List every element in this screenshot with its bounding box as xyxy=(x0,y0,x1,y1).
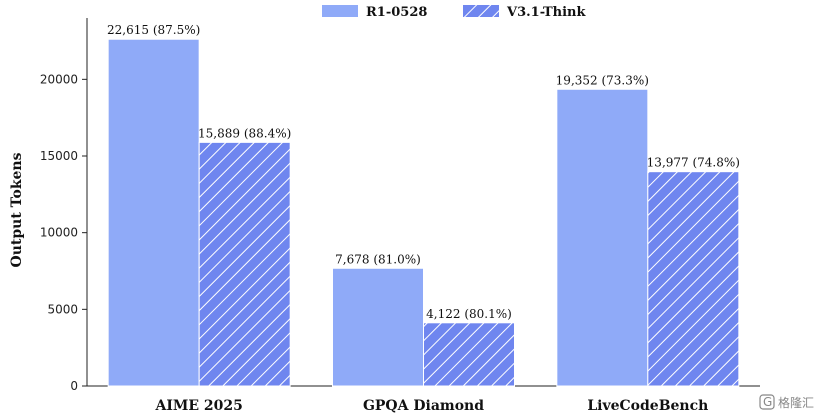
bar-data-label: 22,615 (87.5%) xyxy=(107,23,200,37)
x-category-label: AIME 2025 xyxy=(154,398,242,414)
bar-r1-1 xyxy=(332,267,424,387)
legend-label-r1: R1-0528 xyxy=(366,5,427,20)
bar-v31-2 xyxy=(647,171,740,387)
watermark-logo-letter: G xyxy=(763,395,772,409)
y-tick-label: 10000 xyxy=(40,226,78,240)
bar-v31-1 xyxy=(423,322,515,387)
watermark-text: 格隆汇 xyxy=(778,395,814,410)
y-ticks: 0 5000 10000 15000 20000 xyxy=(40,72,87,393)
bars xyxy=(107,38,740,387)
bar-r1-0 xyxy=(107,38,200,387)
legend-swatch-r1 xyxy=(322,5,358,17)
bar-data-label: 13,977 (74.8%) xyxy=(647,156,740,170)
y-axis-title: Output Tokens xyxy=(9,152,25,267)
y-tick-label: 5000 xyxy=(47,302,78,316)
y-tick-label: 15000 xyxy=(40,149,78,163)
watermark-logo-icon xyxy=(759,394,775,410)
watermark: G 格隆汇 xyxy=(759,394,814,410)
bar-data-label: 4,122 (80.1%) xyxy=(426,307,512,321)
bar-data-label: 19,352 (73.3%) xyxy=(556,73,649,87)
data-labels: 22,615 (87.5%) 15,889 (88.4%) 7,678 (81.0%… xyxy=(107,23,740,321)
bar-data-label: 15,889 (88.4%) xyxy=(198,126,291,140)
legend-label-v31: V3.1-Think xyxy=(506,5,586,20)
y-tick-label: 20000 xyxy=(40,72,78,86)
y-tick-label: 0 xyxy=(70,379,78,393)
category-labels: AIME 2025 GPQA Diamond LiveCodeBench xyxy=(154,398,708,414)
legend-swatch-v31 xyxy=(463,5,499,17)
legend: R1-0528 V3.1-Think xyxy=(322,5,586,20)
x-category-label: GPQA Diamond xyxy=(363,398,484,414)
bar-v31-0 xyxy=(198,141,291,387)
bar-data-label: 7,678 (81.0%) xyxy=(335,252,421,266)
bar-r1-2 xyxy=(556,88,649,387)
x-category-label: LiveCodeBench xyxy=(587,398,708,414)
